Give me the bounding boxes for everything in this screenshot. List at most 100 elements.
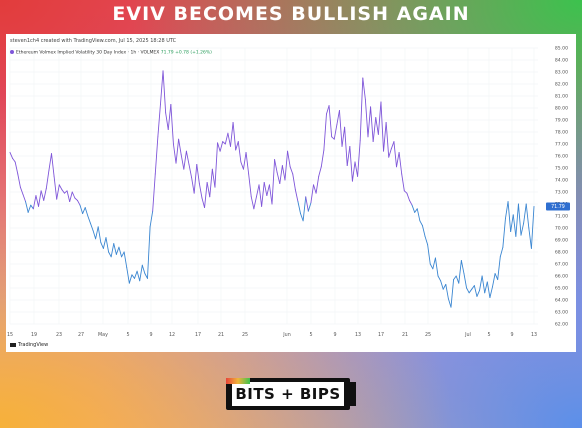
x-tick-label: 21 <box>402 332 408 338</box>
series-segment <box>338 109 343 147</box>
y-tick-label: 80.00 <box>555 106 568 112</box>
series-segment <box>409 199 413 206</box>
series-segment <box>333 124 338 140</box>
series-segment <box>364 99 369 138</box>
series-segment <box>401 173 405 192</box>
series-segment <box>224 132 229 145</box>
series-segment <box>313 184 317 194</box>
series-segment <box>193 163 198 194</box>
series-segment <box>359 77 364 141</box>
series-segment <box>48 153 52 171</box>
series-segment <box>139 264 143 282</box>
series-segment <box>305 196 309 212</box>
series-segment <box>95 226 99 240</box>
series-segment <box>362 77 366 101</box>
series-segment <box>297 201 301 215</box>
last-value-label: 71.79 <box>551 204 565 210</box>
series-segment <box>525 203 530 229</box>
series-segment <box>510 214 514 233</box>
series-segment <box>206 181 211 198</box>
series-segment <box>255 184 260 198</box>
series-segment <box>92 229 97 240</box>
x-axis: 15 19 23 27 May 5 9 12 17 21 25 Jun 5 9 13 17 21 25 Jul 5 9 1… <box>7 332 537 338</box>
series-segment <box>354 161 359 177</box>
series-segment <box>105 237 110 253</box>
series-segment <box>152 173 156 212</box>
series-segment <box>12 157 16 163</box>
series-segment <box>318 166 322 177</box>
y-tick-label: 79.00 <box>555 118 568 124</box>
series-segment <box>370 106 374 143</box>
last-value-tag <box>546 202 570 211</box>
y-tick-label: 81.00 <box>555 94 568 100</box>
series-segment <box>14 161 19 175</box>
series-segment <box>481 275 486 294</box>
series-segment <box>108 251 112 258</box>
series-segment <box>520 222 525 236</box>
series-segment <box>372 117 377 143</box>
grid <box>9 47 538 325</box>
tradingview-logo[interactable]: TradingView <box>10 342 48 348</box>
series-segment <box>484 281 488 294</box>
series-segment <box>30 204 34 210</box>
series-segment <box>22 193 27 203</box>
series-segment <box>453 275 457 281</box>
y-tick-label: 70.00 <box>555 226 568 232</box>
series-segment <box>79 204 84 215</box>
series-segment <box>165 112 169 131</box>
series-segment <box>528 227 532 249</box>
headline: EVIV BECOMES BULLISH AGAIN <box>112 3 470 25</box>
series-segment <box>82 207 86 215</box>
series-segment <box>517 203 522 236</box>
series-segment <box>128 274 133 284</box>
series-segment <box>147 226 151 279</box>
series-segment <box>367 106 372 138</box>
series-segment <box>302 196 307 222</box>
series-segment <box>214 142 218 188</box>
series-segment <box>523 203 527 224</box>
series-segment <box>403 190 408 194</box>
x-tick-label: 13 <box>531 332 537 338</box>
series-segment <box>473 285 478 297</box>
series-segment <box>243 151 247 170</box>
series-segment <box>235 141 239 151</box>
legend-series-name: Ethereum Volmex Implied Volatility 30 Da… <box>16 50 160 56</box>
y-tick-label: 84.00 <box>555 58 568 64</box>
series-segment <box>442 283 447 290</box>
x-tick-label: 25 <box>425 332 431 338</box>
series-segment <box>40 190 45 201</box>
series-segment <box>274 159 278 174</box>
series-segment <box>232 121 237 151</box>
series-segment <box>209 168 213 198</box>
series-segment <box>178 138 182 156</box>
x-tick-label: 9 <box>510 332 513 338</box>
series-segment <box>266 184 270 197</box>
series-segment <box>258 184 263 207</box>
series-segment <box>136 270 141 282</box>
y-tick-label: 85.00 <box>555 46 568 52</box>
series-segment <box>27 204 32 213</box>
series-segment <box>51 153 55 177</box>
series-segment <box>281 165 286 181</box>
legend-change: +0.78 (+1.26%) <box>175 50 212 56</box>
series-segment <box>406 192 410 201</box>
series-segment <box>157 103 161 138</box>
series-segment <box>479 275 483 291</box>
series-segment <box>445 283 449 300</box>
series-segment <box>64 190 68 194</box>
series-segment <box>419 220 423 227</box>
series-segment <box>134 270 138 279</box>
series-segment <box>183 150 187 170</box>
y-tick-label: 62.00 <box>555 322 568 328</box>
series-segment <box>460 259 465 275</box>
series-segment <box>110 243 115 258</box>
series-segment <box>185 150 190 165</box>
y-tick-label: 83.00 <box>555 70 568 76</box>
series-segment <box>45 169 50 189</box>
series-segment <box>289 166 294 175</box>
y-tick-label: 77.00 <box>555 142 568 148</box>
x-tick-label: May <box>98 332 108 338</box>
series-segment <box>115 246 120 255</box>
series-segment <box>253 196 257 210</box>
series-segment <box>489 286 493 299</box>
